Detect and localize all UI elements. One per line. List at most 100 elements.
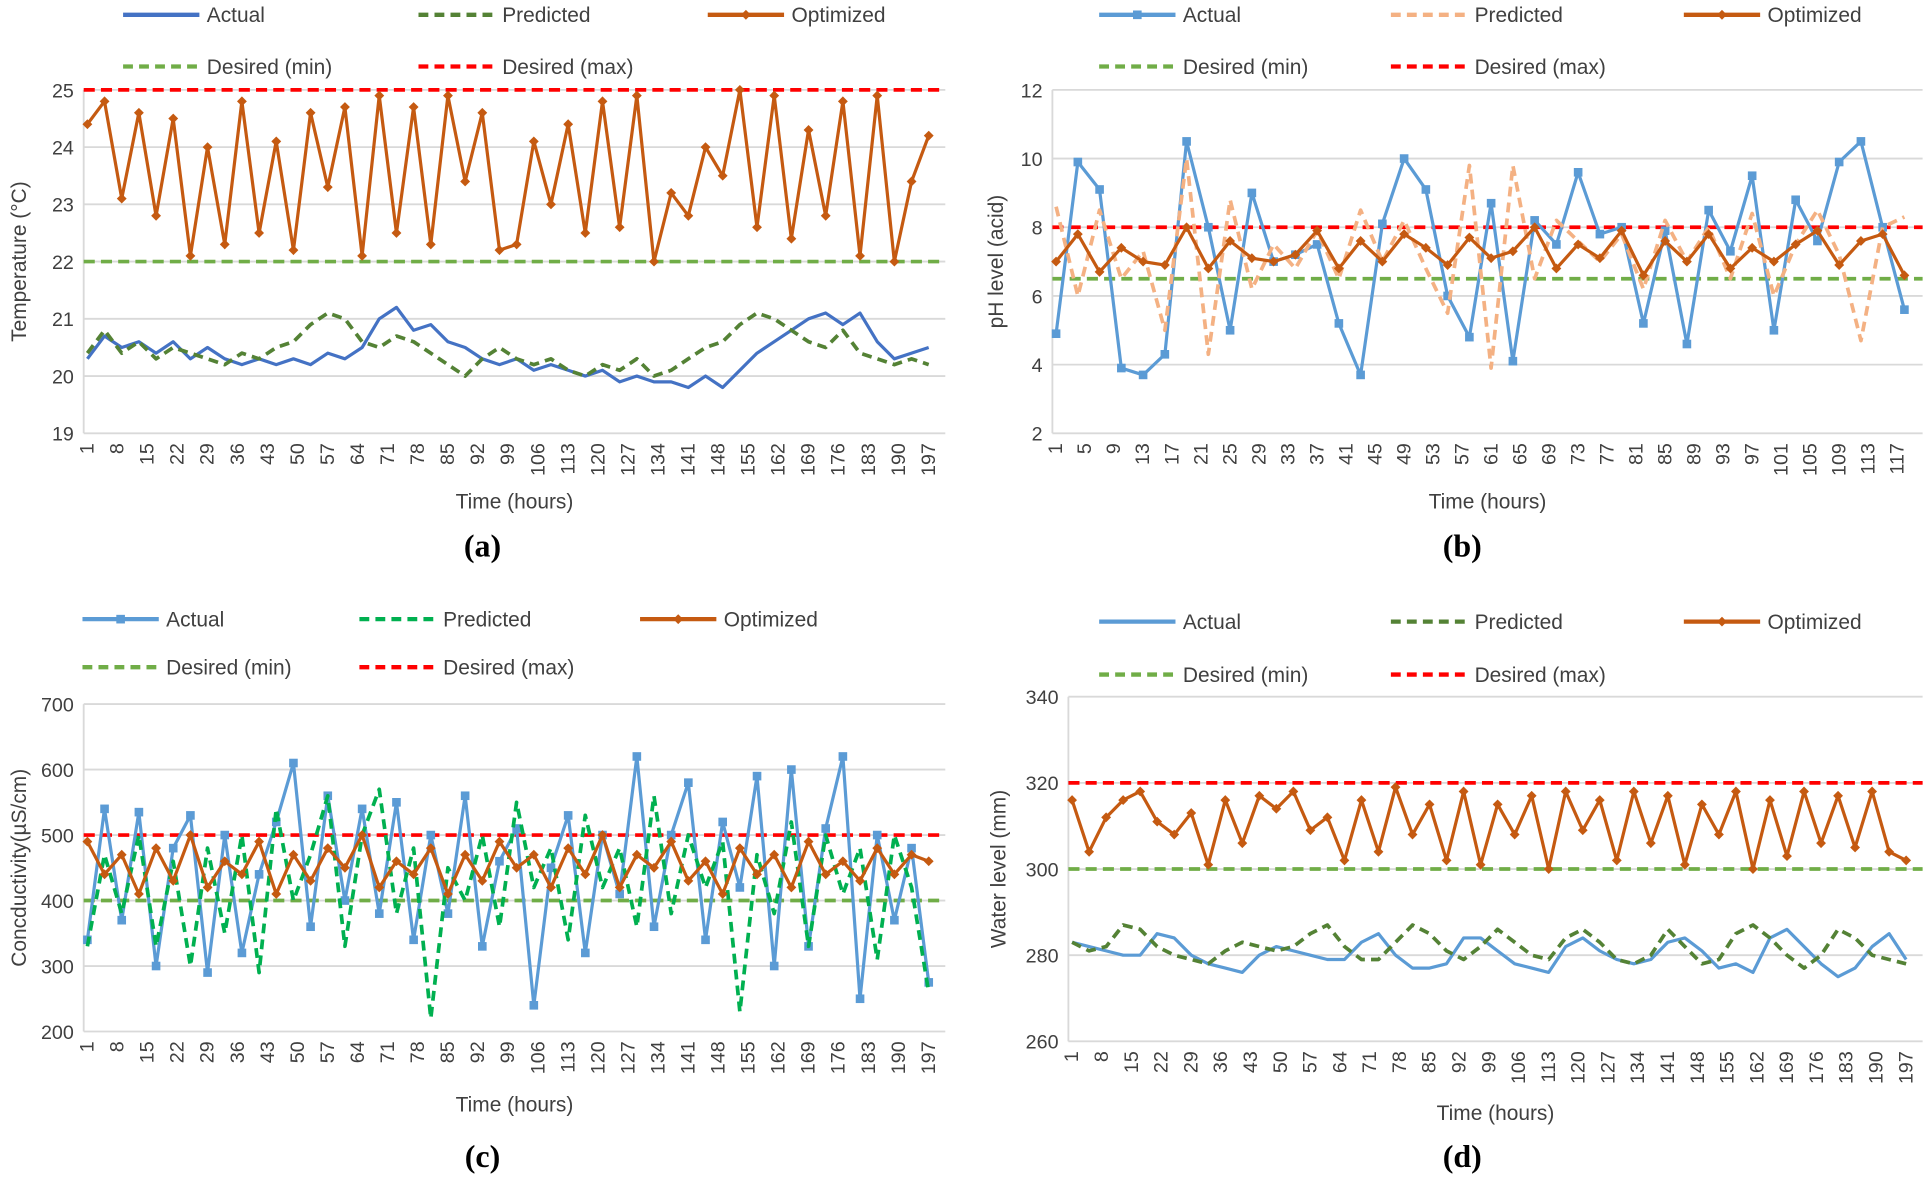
diamond-marker-optimized [237,869,247,880]
diamond-marker-optimized [408,869,419,880]
diamond-marker-optimized [1790,239,1801,250]
x-tick-label: 49 [1393,443,1415,465]
y-tick-label: 10 [1021,149,1043,171]
y-tick-label: 300 [41,956,74,978]
diamond-marker-optimized [649,256,659,267]
square-marker-actual [752,771,762,781]
square-marker-actual [220,830,230,840]
diamond-marker-optimized [1638,270,1649,281]
diamond-marker-optimized [1884,846,1895,857]
square-marker-actual [392,798,401,807]
x-tick-label: 155 [738,443,760,476]
x-tick-label: 101 [1770,443,1792,476]
diamond-marker-optimized [649,862,659,873]
x-tick-label: 21 [1190,443,1212,465]
legend-entry: Desired (max) [1390,56,1606,79]
x-tick-label: 127 [1597,1051,1619,1084]
diamond-marker-optimized [1322,812,1333,823]
legend-label: Actual [1183,4,1241,27]
y-tick-label: 320 [1026,773,1059,795]
x-tick-label: 169 [1776,1051,1798,1084]
square-marker-actual [1421,185,1431,194]
diamond-marker-optimized [1850,842,1861,853]
diamond-marker-optimized [1486,253,1497,264]
x-tick-label: 53 [1422,443,1444,465]
x-tick-label: 1 [77,443,99,454]
square-marker-actual [701,935,710,945]
diamond-marker-optimized [168,875,179,886]
diamond-marker-optimized [580,869,591,880]
y-tick-label: 2 [1032,424,1043,446]
diamond-marker-optimized [340,862,350,873]
diamond-marker-optimized [460,176,471,187]
square-marker-actual [512,824,521,833]
diamond-marker-optimized [254,836,265,847]
y-tick-label: 340 [1026,687,1059,709]
diamond-marker-optimized [374,882,385,893]
legend-entry: Predicted [418,4,591,27]
x-tick-label: 105 [1799,443,1821,476]
diamond-marker-optimized [1543,864,1554,874]
diamond-marker-optimized [254,228,265,238]
diamond-marker-optimized [597,96,608,107]
x-tick-label: 183 [858,1041,880,1074]
diamond-marker-optimized [580,228,591,238]
diamond-marker-optimized [769,849,780,860]
square-marker-actual [151,961,161,971]
series-optimized [82,84,934,267]
diamond-marker-optimized [340,102,350,112]
legend-label: Predicted [1475,4,1563,27]
y-tick-label: 20 [52,366,74,388]
legend-label: Desired (max) [1475,56,1606,79]
square-marker-actual [1378,219,1387,229]
square-marker-actual [495,856,504,866]
series-line-optimized [1070,785,1907,871]
x-tick-label: 190 [1866,1051,1888,1084]
square-marker-actual [1443,291,1452,301]
x-tick-label: 169 [798,1041,820,1074]
square-marker-actual [340,896,350,905]
square-marker-actual [1508,356,1518,366]
square-marker-actual [460,791,470,801]
x-tick-label: 99 [497,1041,519,1063]
series-line-actual [86,305,930,390]
diamond-marker-optimized [1492,799,1503,810]
series-line-actual [85,754,931,1007]
x-tick-label: 45 [1364,443,1386,465]
x-axis-label: Time (hours) [1437,1102,1555,1125]
y-tick-label: 600 [41,760,74,782]
diamond-marker-optimized [305,107,316,118]
panel-label: (a) [464,527,501,563]
x-axis-label: Time (hours) [456,1094,574,1117]
square-marker-actual [1747,171,1757,181]
diamond-marker-optimized [717,889,728,899]
legend-diamond-marker [673,614,684,625]
x-tick-label: 113 [557,1041,579,1072]
x-tick-label: 15 [137,443,159,465]
y-axis-label: Temperature (°C) [8,181,31,342]
square-marker-actual [1595,229,1605,239]
legend-label: Desired (max) [1475,664,1606,687]
square-marker-actual [1530,216,1539,225]
x-tick-label: 85 [1419,1051,1441,1073]
x-tick-label: 57 [1300,1051,1322,1073]
x-tick-label: 109 [1828,443,1850,476]
legend-label: Optimized [791,4,885,27]
y-tick-label: 19 [52,424,74,446]
square-marker-actual [1138,370,1148,380]
diamond-marker-optimized [1254,790,1265,801]
diamond-marker-optimized [133,107,144,118]
diamond-marker-optimized [1290,249,1301,260]
diamond-marker-optimized [219,239,230,250]
square-marker-actual [1878,222,1887,232]
diamond-marker-optimized [855,250,865,261]
diamond-marker-optimized [631,90,642,101]
x-tick-label: 43 [1240,1051,1262,1073]
legend-label: Desired (max) [443,657,574,680]
legend-entry: Optimized [1683,4,1862,27]
square-marker-actual [478,942,487,951]
diamond-marker-optimized [391,228,402,238]
square-marker-actual [1813,236,1822,246]
square-marker-actual [117,915,127,925]
